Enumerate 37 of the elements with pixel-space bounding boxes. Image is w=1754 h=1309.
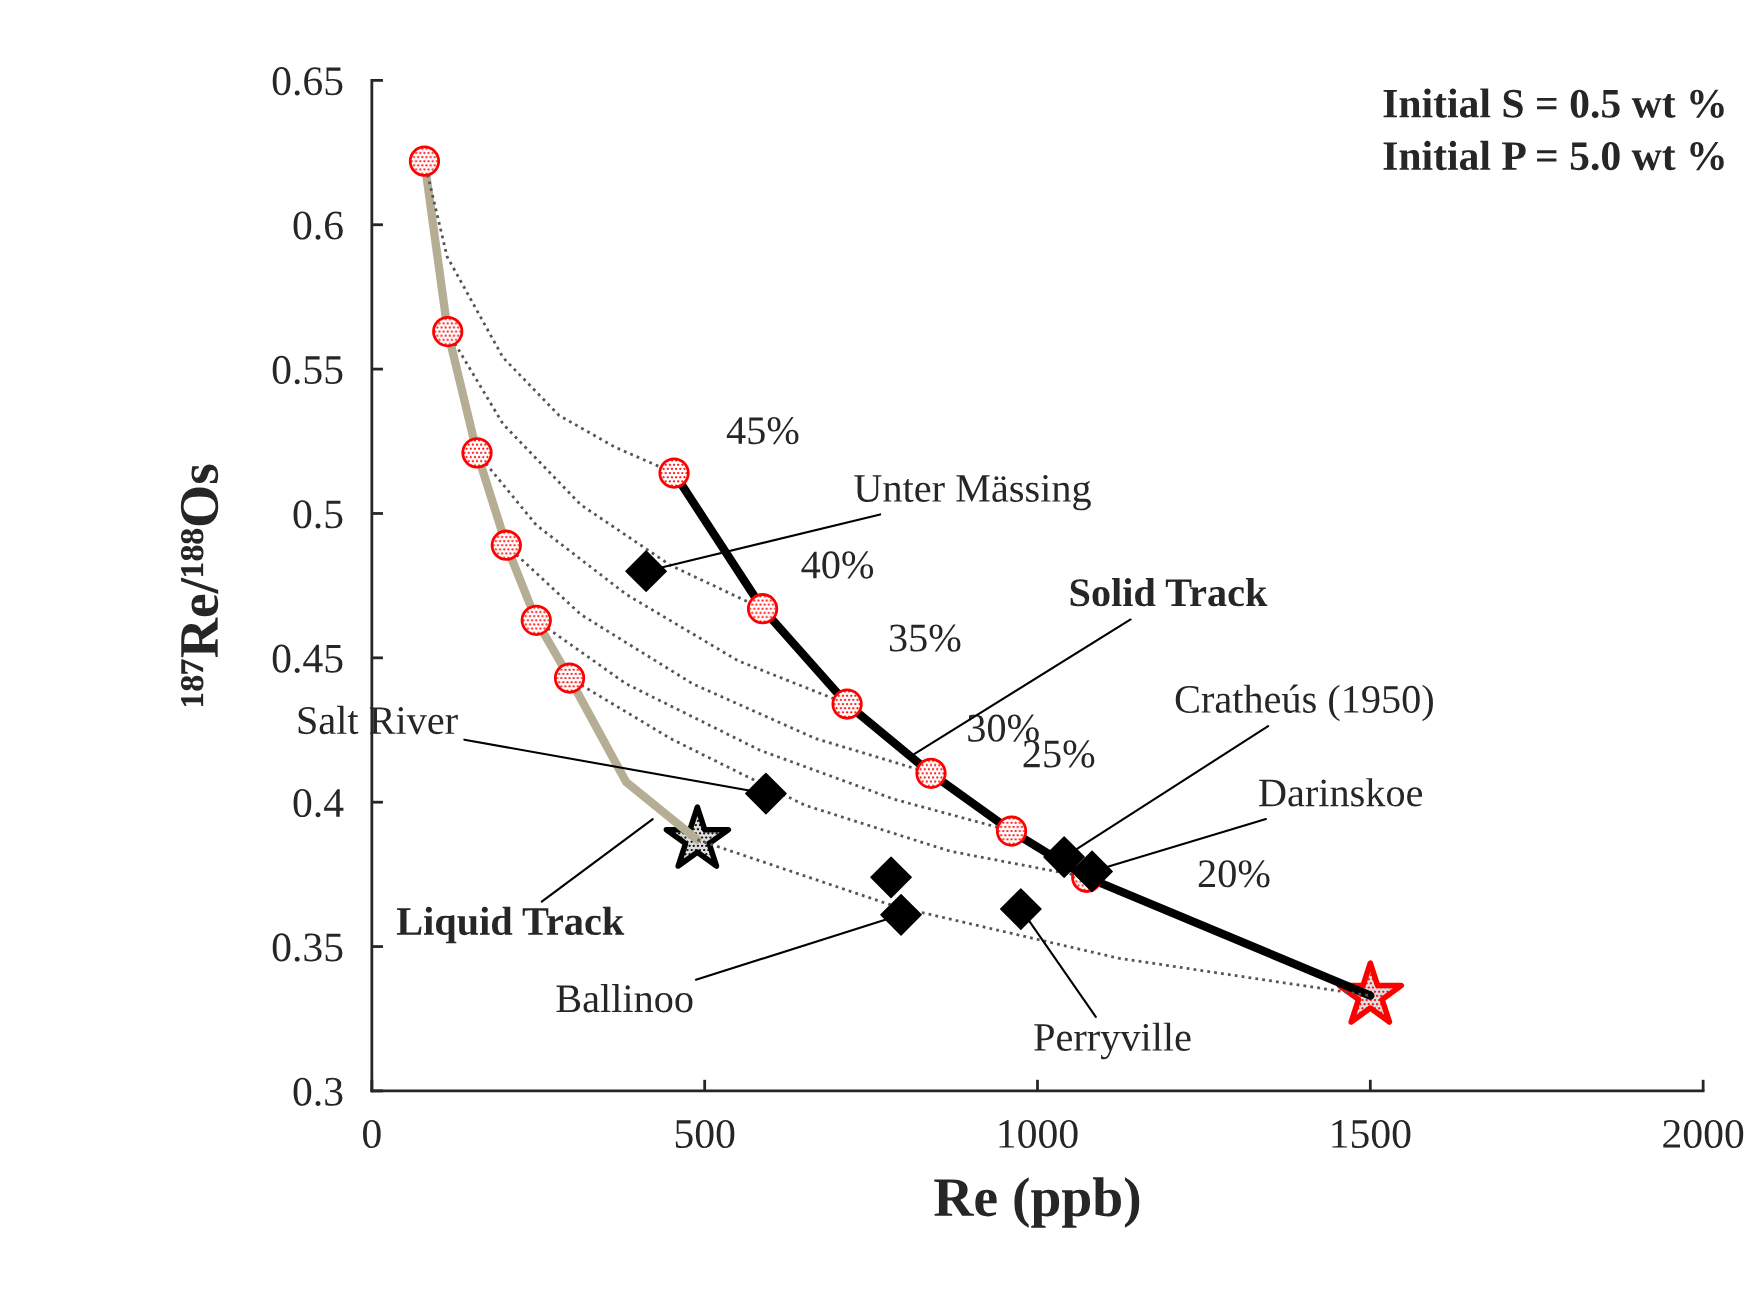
point xyxy=(870,856,912,899)
annotation: Ballinoo xyxy=(556,984,693,1013)
x-tick-label: 2000 xyxy=(1663,1119,1744,1149)
annotation: Perryville xyxy=(1034,1022,1191,1060)
annotation: Liquid Track xyxy=(396,906,625,944)
annotation: 30% xyxy=(968,714,1039,742)
point xyxy=(1000,888,1042,930)
x-tick-label: 500 xyxy=(675,1119,735,1149)
annotation: Initial S = 0.5 wt % xyxy=(1383,88,1724,118)
y-axis-title: ¹⁸⁷Re/¹⁸⁸Os xyxy=(180,464,219,707)
point xyxy=(1043,836,1085,878)
x-tick-label: 1500 xyxy=(1332,1119,1411,1149)
y-tick-label: 0.5 xyxy=(293,500,343,529)
annotation: 40% xyxy=(801,551,874,579)
point xyxy=(745,772,787,815)
y-tick-label: 0.3 xyxy=(293,1077,343,1106)
x-tick-label: 0 xyxy=(363,1119,381,1149)
y-tick-label: 0.4 xyxy=(293,788,344,818)
y-tick-label: 0.35 xyxy=(272,933,343,962)
annotation: Cratheús (1950) xyxy=(1175,684,1433,722)
x-axis-title: Re (ppb) xyxy=(934,1177,1140,1228)
annotation: Solid Track xyxy=(1070,578,1268,607)
annotation: Initial P = 5.0 wt % xyxy=(1383,140,1724,171)
annotation: 25% xyxy=(1023,740,1095,768)
y-tick-label: 0.45 xyxy=(272,644,343,673)
point xyxy=(880,893,922,936)
annotation: Darinskoe xyxy=(1259,778,1423,807)
annotation: 45% xyxy=(726,417,799,445)
point xyxy=(625,550,667,593)
point xyxy=(1071,850,1113,893)
annotation: Unter Mässing xyxy=(854,474,1091,511)
x-tick-label: 1000 xyxy=(999,1119,1078,1149)
y-tick-label: 0.55 xyxy=(272,355,343,385)
annotation: 20% xyxy=(1198,860,1270,888)
y-tick-label: 0.6 xyxy=(293,211,343,240)
annotation: 35% xyxy=(889,624,961,652)
y-tick-label: 0.65 xyxy=(272,67,343,96)
